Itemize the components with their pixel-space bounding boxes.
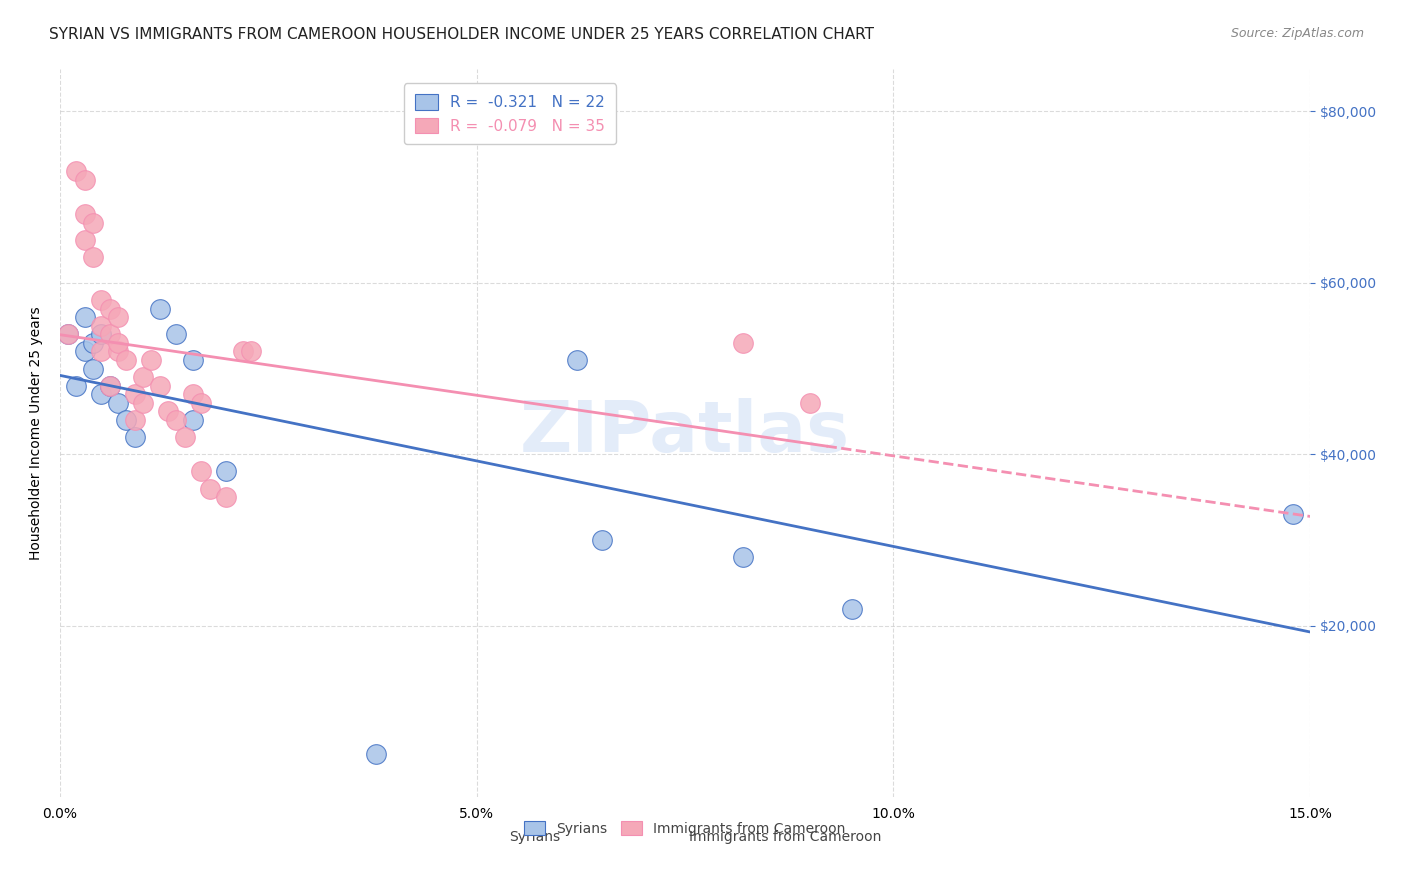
Legend: Syrians, Immigrants from Cameroon: Syrians, Immigrants from Cameroon — [519, 815, 851, 841]
Point — [165, 327, 187, 342]
Point — [82, 335, 104, 350]
Point — [82, 361, 104, 376]
Point — [65, 378, 87, 392]
Text: Immigrants from Cameroon: Immigrants from Cameroon — [689, 830, 882, 844]
Point — [181, 413, 204, 427]
Point — [107, 396, 129, 410]
Point — [98, 327, 121, 342]
Point — [90, 318, 112, 333]
Point — [733, 550, 755, 565]
Point — [141, 353, 163, 368]
Point — [82, 250, 104, 264]
Point — [107, 335, 129, 350]
Point — [149, 301, 172, 316]
Point — [190, 464, 212, 478]
Point — [181, 387, 204, 401]
Point — [107, 344, 129, 359]
Point — [132, 396, 155, 410]
Point — [190, 396, 212, 410]
Point — [591, 533, 613, 547]
Text: Syrians: Syrians — [509, 830, 561, 844]
Point — [181, 353, 204, 368]
Point — [841, 601, 863, 615]
Point — [56, 327, 79, 342]
Point — [90, 387, 112, 401]
Point — [124, 413, 146, 427]
Point — [215, 490, 238, 504]
Point — [98, 378, 121, 392]
Point — [65, 164, 87, 178]
Point — [73, 344, 96, 359]
Point — [173, 430, 195, 444]
Point — [1282, 508, 1305, 522]
Point — [90, 344, 112, 359]
Point — [124, 387, 146, 401]
Point — [132, 370, 155, 384]
Point — [73, 173, 96, 187]
Point — [73, 207, 96, 221]
Point — [565, 353, 588, 368]
Point — [799, 396, 821, 410]
Point — [98, 301, 121, 316]
Point — [115, 353, 138, 368]
Point — [98, 378, 121, 392]
Point — [165, 413, 187, 427]
Point — [733, 335, 755, 350]
Point — [215, 464, 238, 478]
Point — [124, 430, 146, 444]
Point — [149, 378, 172, 392]
Point — [73, 310, 96, 324]
Y-axis label: Householder Income Under 25 years: Householder Income Under 25 years — [30, 306, 44, 559]
Point — [157, 404, 180, 418]
Text: Source: ZipAtlas.com: Source: ZipAtlas.com — [1230, 27, 1364, 40]
Point — [56, 327, 79, 342]
Point — [115, 413, 138, 427]
Text: SYRIAN VS IMMIGRANTS FROM CAMEROON HOUSEHOLDER INCOME UNDER 25 YEARS CORRELATION: SYRIAN VS IMMIGRANTS FROM CAMEROON HOUSE… — [49, 27, 875, 42]
Point — [366, 747, 388, 762]
Point — [90, 293, 112, 307]
Text: ZIPatlas: ZIPatlas — [520, 399, 851, 467]
Point — [240, 344, 263, 359]
Point — [73, 233, 96, 247]
Point — [198, 482, 221, 496]
Point — [232, 344, 254, 359]
Point — [107, 310, 129, 324]
Point — [82, 216, 104, 230]
Point — [90, 327, 112, 342]
